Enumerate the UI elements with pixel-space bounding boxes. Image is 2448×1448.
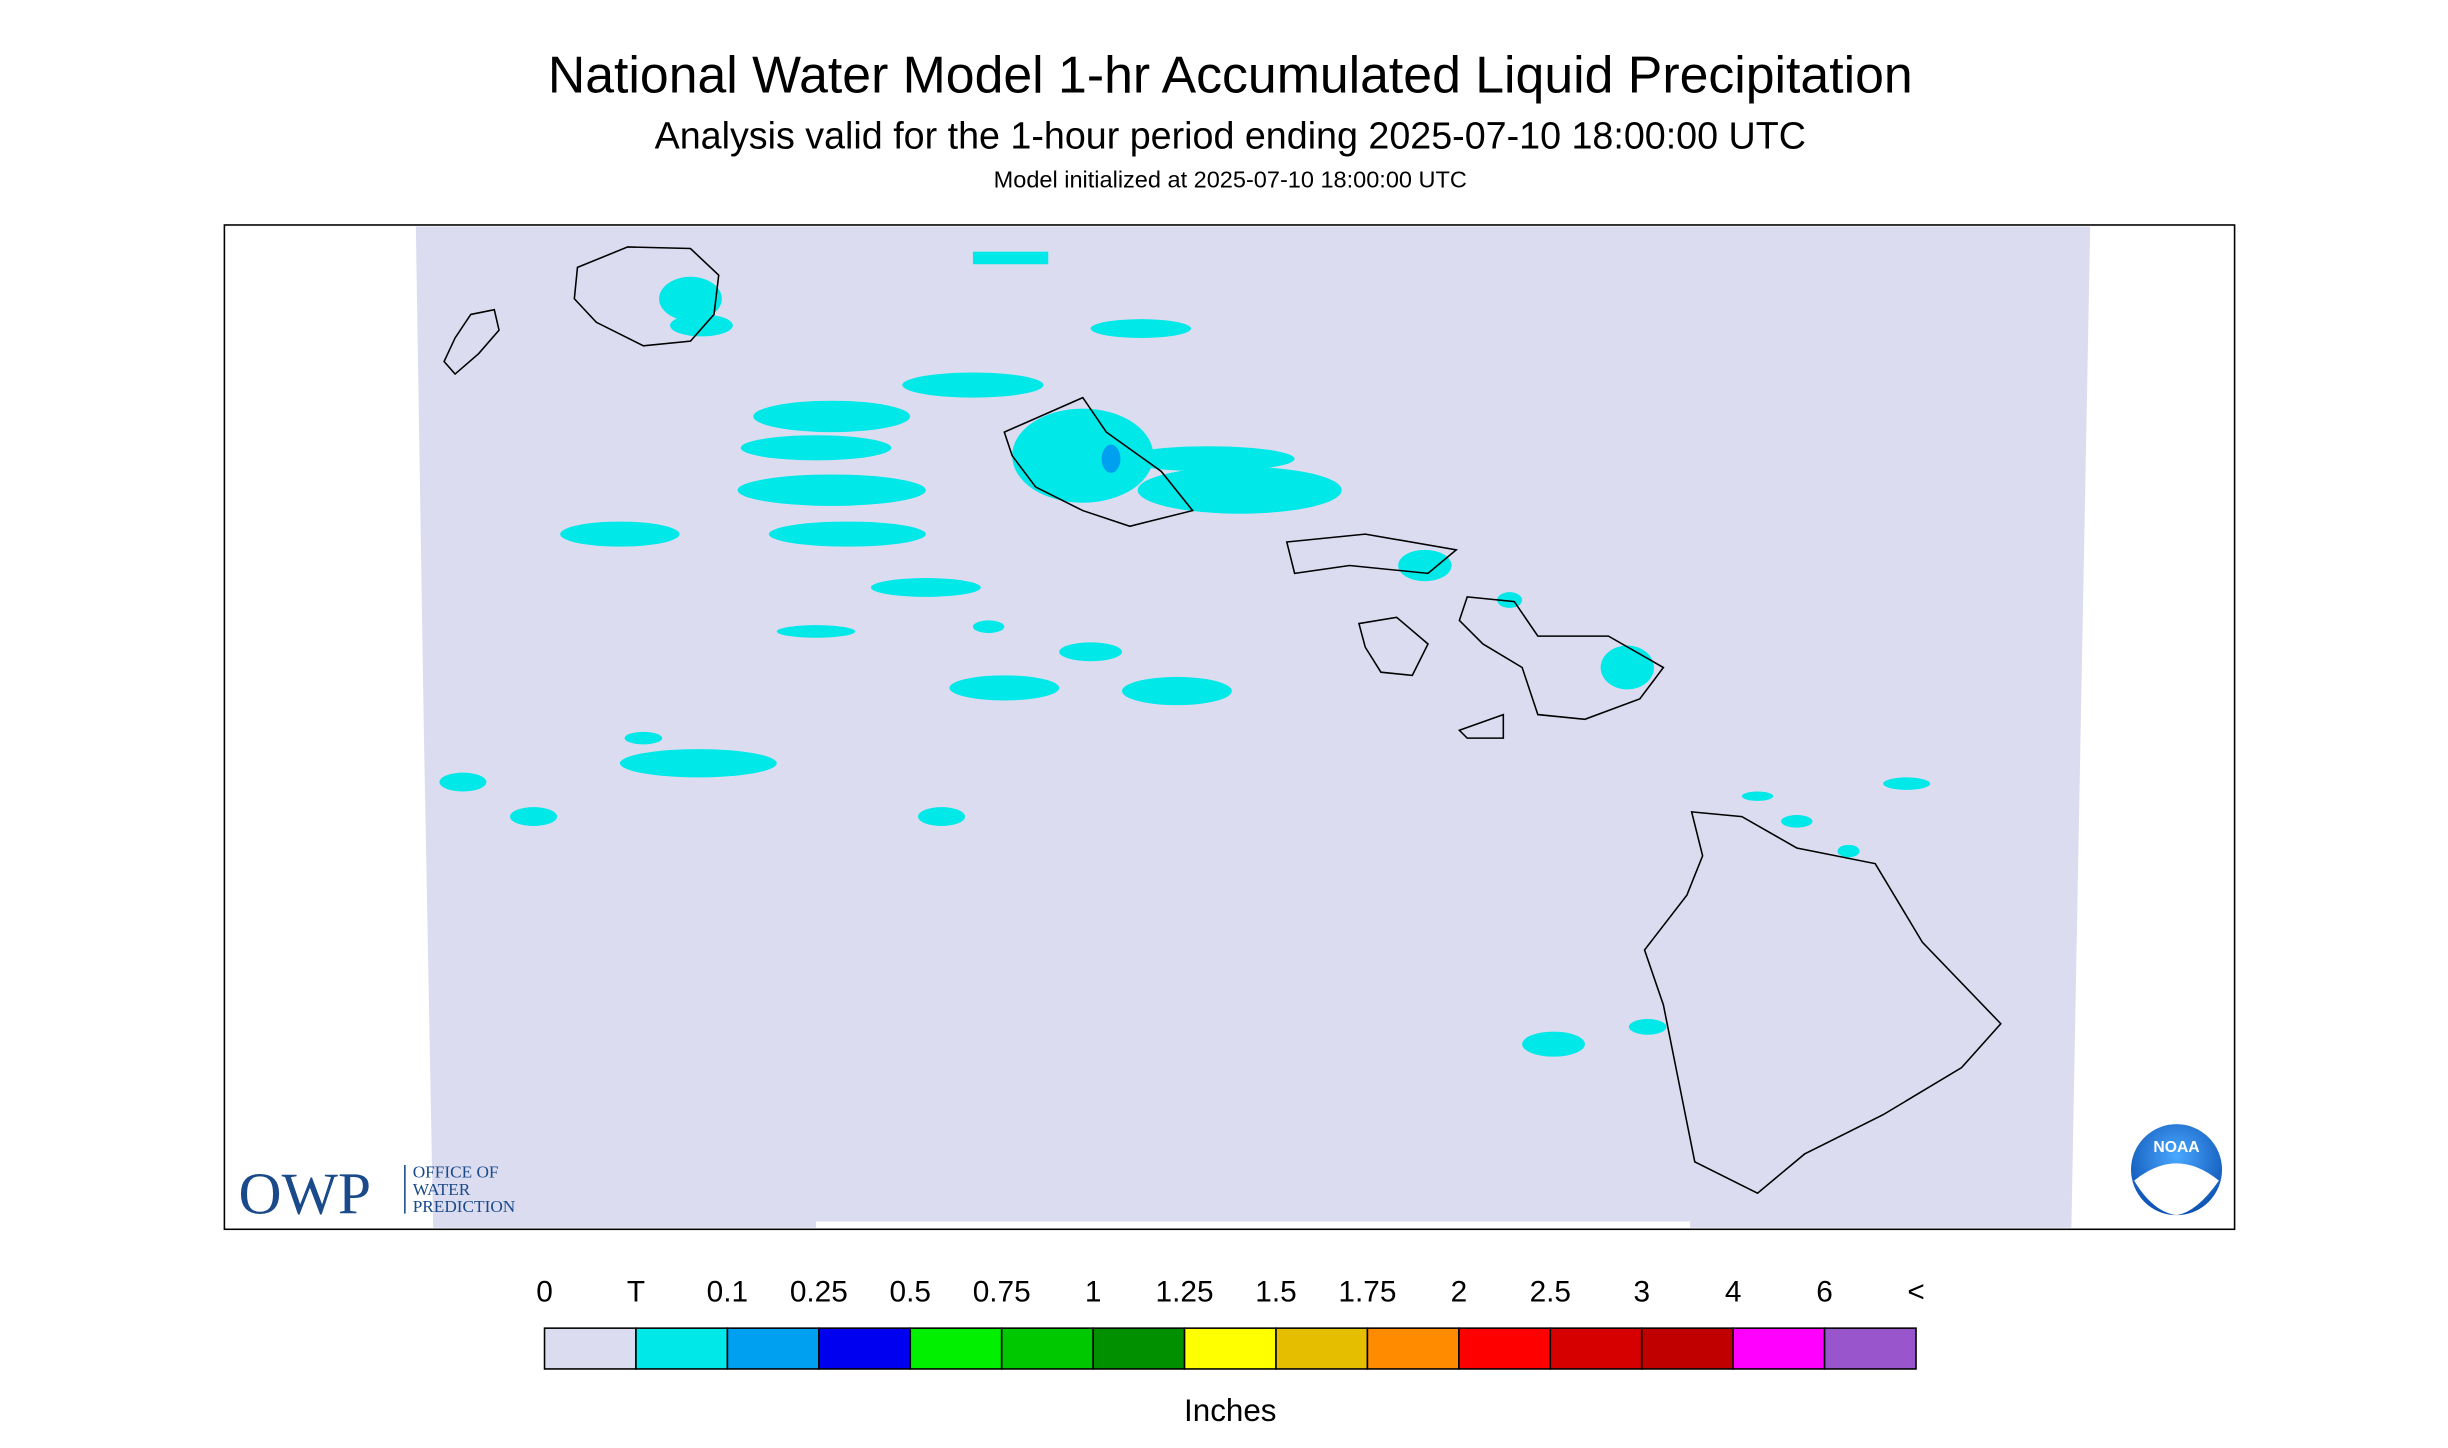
legend-swatch: [1275, 1327, 1369, 1370]
legend-label: 2: [1451, 1276, 1468, 1309]
legend-swatch: [1000, 1327, 1094, 1370]
legend: 0 T 0.1 0.25 0.5 0.75 1 1.25 1.5 1.75 2 2.5 3 4 6 <: [536, 1276, 1925, 1370]
legend-unit: Inches: [1184, 1393, 1276, 1428]
noaa-logo: NOAA: [2127, 1121, 2226, 1219]
legend-label: 0.5: [890, 1276, 931, 1309]
legend-label: T: [627, 1276, 645, 1309]
island-outlines: [443, 246, 2002, 1195]
legend-swatch: [635, 1327, 729, 1370]
legend-swatch: [1549, 1327, 1643, 1370]
legend-label: 6: [1816, 1276, 1833, 1309]
legend-label: 1.75: [1338, 1276, 1396, 1309]
title: National Water Model 1-hr Accumulated Li…: [548, 46, 1913, 104]
precip-area-heavier: [1101, 444, 1121, 473]
legend-swatch: [818, 1327, 912, 1370]
legend-label: 1: [1085, 1276, 1102, 1309]
subtitle: Analysis valid for the 1-hour period end…: [655, 115, 1806, 157]
owp-logo-text: OWP: [239, 1161, 372, 1227]
legend-label: 0.25: [790, 1276, 848, 1309]
init-note: Model initialized at 2025-07-10 18:00:00…: [994, 166, 1467, 192]
owp-line: PREDICTION: [413, 1197, 516, 1216]
legend-swatch: [1732, 1327, 1826, 1370]
legend-label: 1.5: [1255, 1276, 1296, 1309]
legend-label: 0.75: [973, 1276, 1031, 1309]
noaa-text: NOAA: [2153, 1139, 2199, 1156]
legend-swatch: [726, 1327, 820, 1370]
legend-label: 3: [1633, 1276, 1650, 1309]
owp-line: OFFICE OF: [413, 1163, 499, 1182]
legend-label: 0.1: [707, 1276, 748, 1309]
legend-label: <: [1907, 1276, 1924, 1309]
owp-line: WATER: [413, 1180, 471, 1199]
model-domain: [415, 226, 2091, 1228]
legend-swatch: [909, 1327, 1003, 1370]
legend-label: 0: [536, 1276, 553, 1309]
legend-label: 1.25: [1156, 1276, 1214, 1309]
legend-swatch: [1092, 1327, 1186, 1370]
legend-swatch: [1640, 1327, 1734, 1370]
legend-swatch: [1823, 1327, 1917, 1370]
owp-logo: OWP OFFICE OF WATER PREDICTION: [239, 1161, 516, 1227]
legend-label: 4: [1725, 1276, 1742, 1309]
legend-swatch: [1183, 1327, 1277, 1370]
legend-swatch: [1458, 1327, 1552, 1370]
legend-swatch: [1366, 1327, 1460, 1370]
legend-label: 2.5: [1530, 1276, 1571, 1309]
legend-swatch: [543, 1327, 637, 1370]
precip-areas: [439, 251, 1931, 1057]
